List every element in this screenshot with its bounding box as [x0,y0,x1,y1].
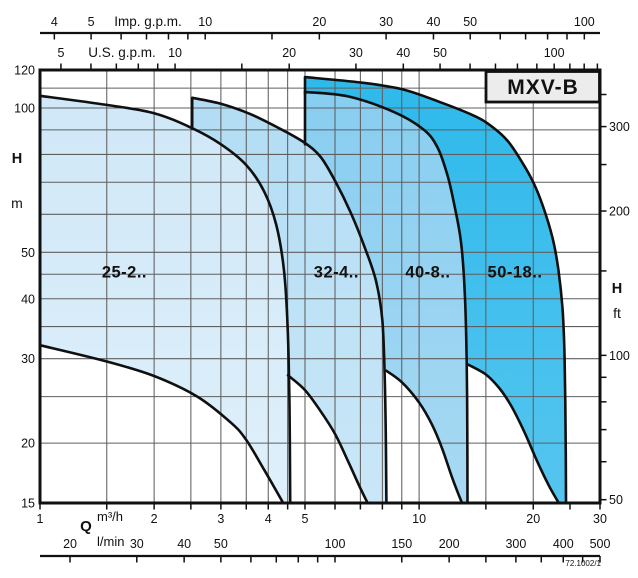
grid [40,70,600,503]
tick-label-imp: 5 [88,15,95,29]
tick-label-imp: 40 [427,15,441,29]
tick-label-lmin: 200 [439,537,460,551]
axis-title-imp-gpm: Imp. g.p.m. [114,14,182,29]
tick-label-right-ft: 200 [609,205,630,219]
axis-unit-m3h: m³/h [97,509,123,524]
tick-label-lmin: 300 [505,537,526,551]
tick-label-lmin: 400 [553,537,574,551]
curve-top-25-2 [38,94,292,503]
tick-label-us: 20 [282,46,296,60]
tick-label-right-ft: 50 [609,493,623,507]
tick-label-imp: 4 [51,15,58,29]
axis-unit-lmin: l/min [97,534,124,549]
tick-label-lmin: 40 [177,537,191,551]
axis-title-h-right: H [612,281,622,297]
tick-label-left-m: 100 [14,101,35,115]
title-box-label: MXV-B [507,76,579,99]
tick-label-us: 40 [396,46,410,60]
curve-bottom-25-2 [38,343,285,504]
tick-label-us: 5 [57,46,64,60]
curve-bottom-40-8 [385,369,463,504]
tick-label-m3h: 1 [37,512,44,526]
tick-label-right-ft: 100 [609,349,630,363]
tick-label-us: 50 [433,46,447,60]
drawing-ref-number: 72.1002/1 [565,559,601,568]
axis-title-us-gpm: U.S. g.p.m. [88,45,156,60]
tick-label-left-m: 15 [21,497,35,511]
region-label-40-8: 40-8.. [405,263,450,281]
tick-label-lmin: 50 [214,537,228,551]
axis-unit-ft: ft [613,305,621,321]
tick-label-lmin: 100 [325,537,346,551]
tick-label-m3h: 20 [526,512,540,526]
plot-frame [38,68,602,505]
tick-label-lmin: 500 [590,537,611,551]
tick-label-imp: 10 [198,15,212,29]
tick-label-left-m: 40 [21,292,35,306]
region-label-50-18: 50-18.. [488,263,543,281]
tick-label-lmin: 20 [63,537,77,551]
tick-label-imp: 100 [574,15,595,29]
tick-label-imp: 30 [379,15,393,29]
tick-label-m3h: 10 [412,512,426,526]
tick-label-m3h: 5 [302,512,309,526]
tick-label-us: 10 [168,46,182,60]
tick-label-left-m: 120 [14,64,35,78]
curve-top-40-8 [303,90,469,503]
tick-label-left-m: 50 [21,246,35,260]
axis-title-q: Q [80,518,92,535]
tick-label-left-m: 30 [21,352,35,366]
region-label-32-4: 32-4.. [314,263,359,281]
title-box [484,70,601,104]
tick-label-lmin: 150 [391,537,412,551]
curve-bottom-32-4 [286,374,369,504]
tick-label-left-m: 20 [21,437,35,451]
tick-label-m3h: 3 [217,512,224,526]
axis-title-h-left: H [12,151,22,167]
region-fill-40-8 [305,91,468,503]
tick-label-m3h: 30 [593,512,607,526]
curve-bottom-50-18 [466,363,560,504]
tick-label-lmin: 30 [130,537,144,551]
tick-label-m3h: 4 [265,512,272,526]
curve-top-50-18 [303,75,568,503]
tick-label-imp: 50 [463,15,477,29]
axis-unit-m: m [11,195,23,211]
tick-label-us: 100 [544,46,565,60]
tick-label-m3h: 2 [151,512,158,526]
tick-label-right-ft: 300 [609,120,630,134]
curve-top-32-4 [190,96,388,503]
plot-area [38,70,600,504]
tick-label-imp: 20 [312,15,326,29]
region-label-25-2: 25-2.. [102,263,147,281]
tick-label-us: 30 [349,46,363,60]
